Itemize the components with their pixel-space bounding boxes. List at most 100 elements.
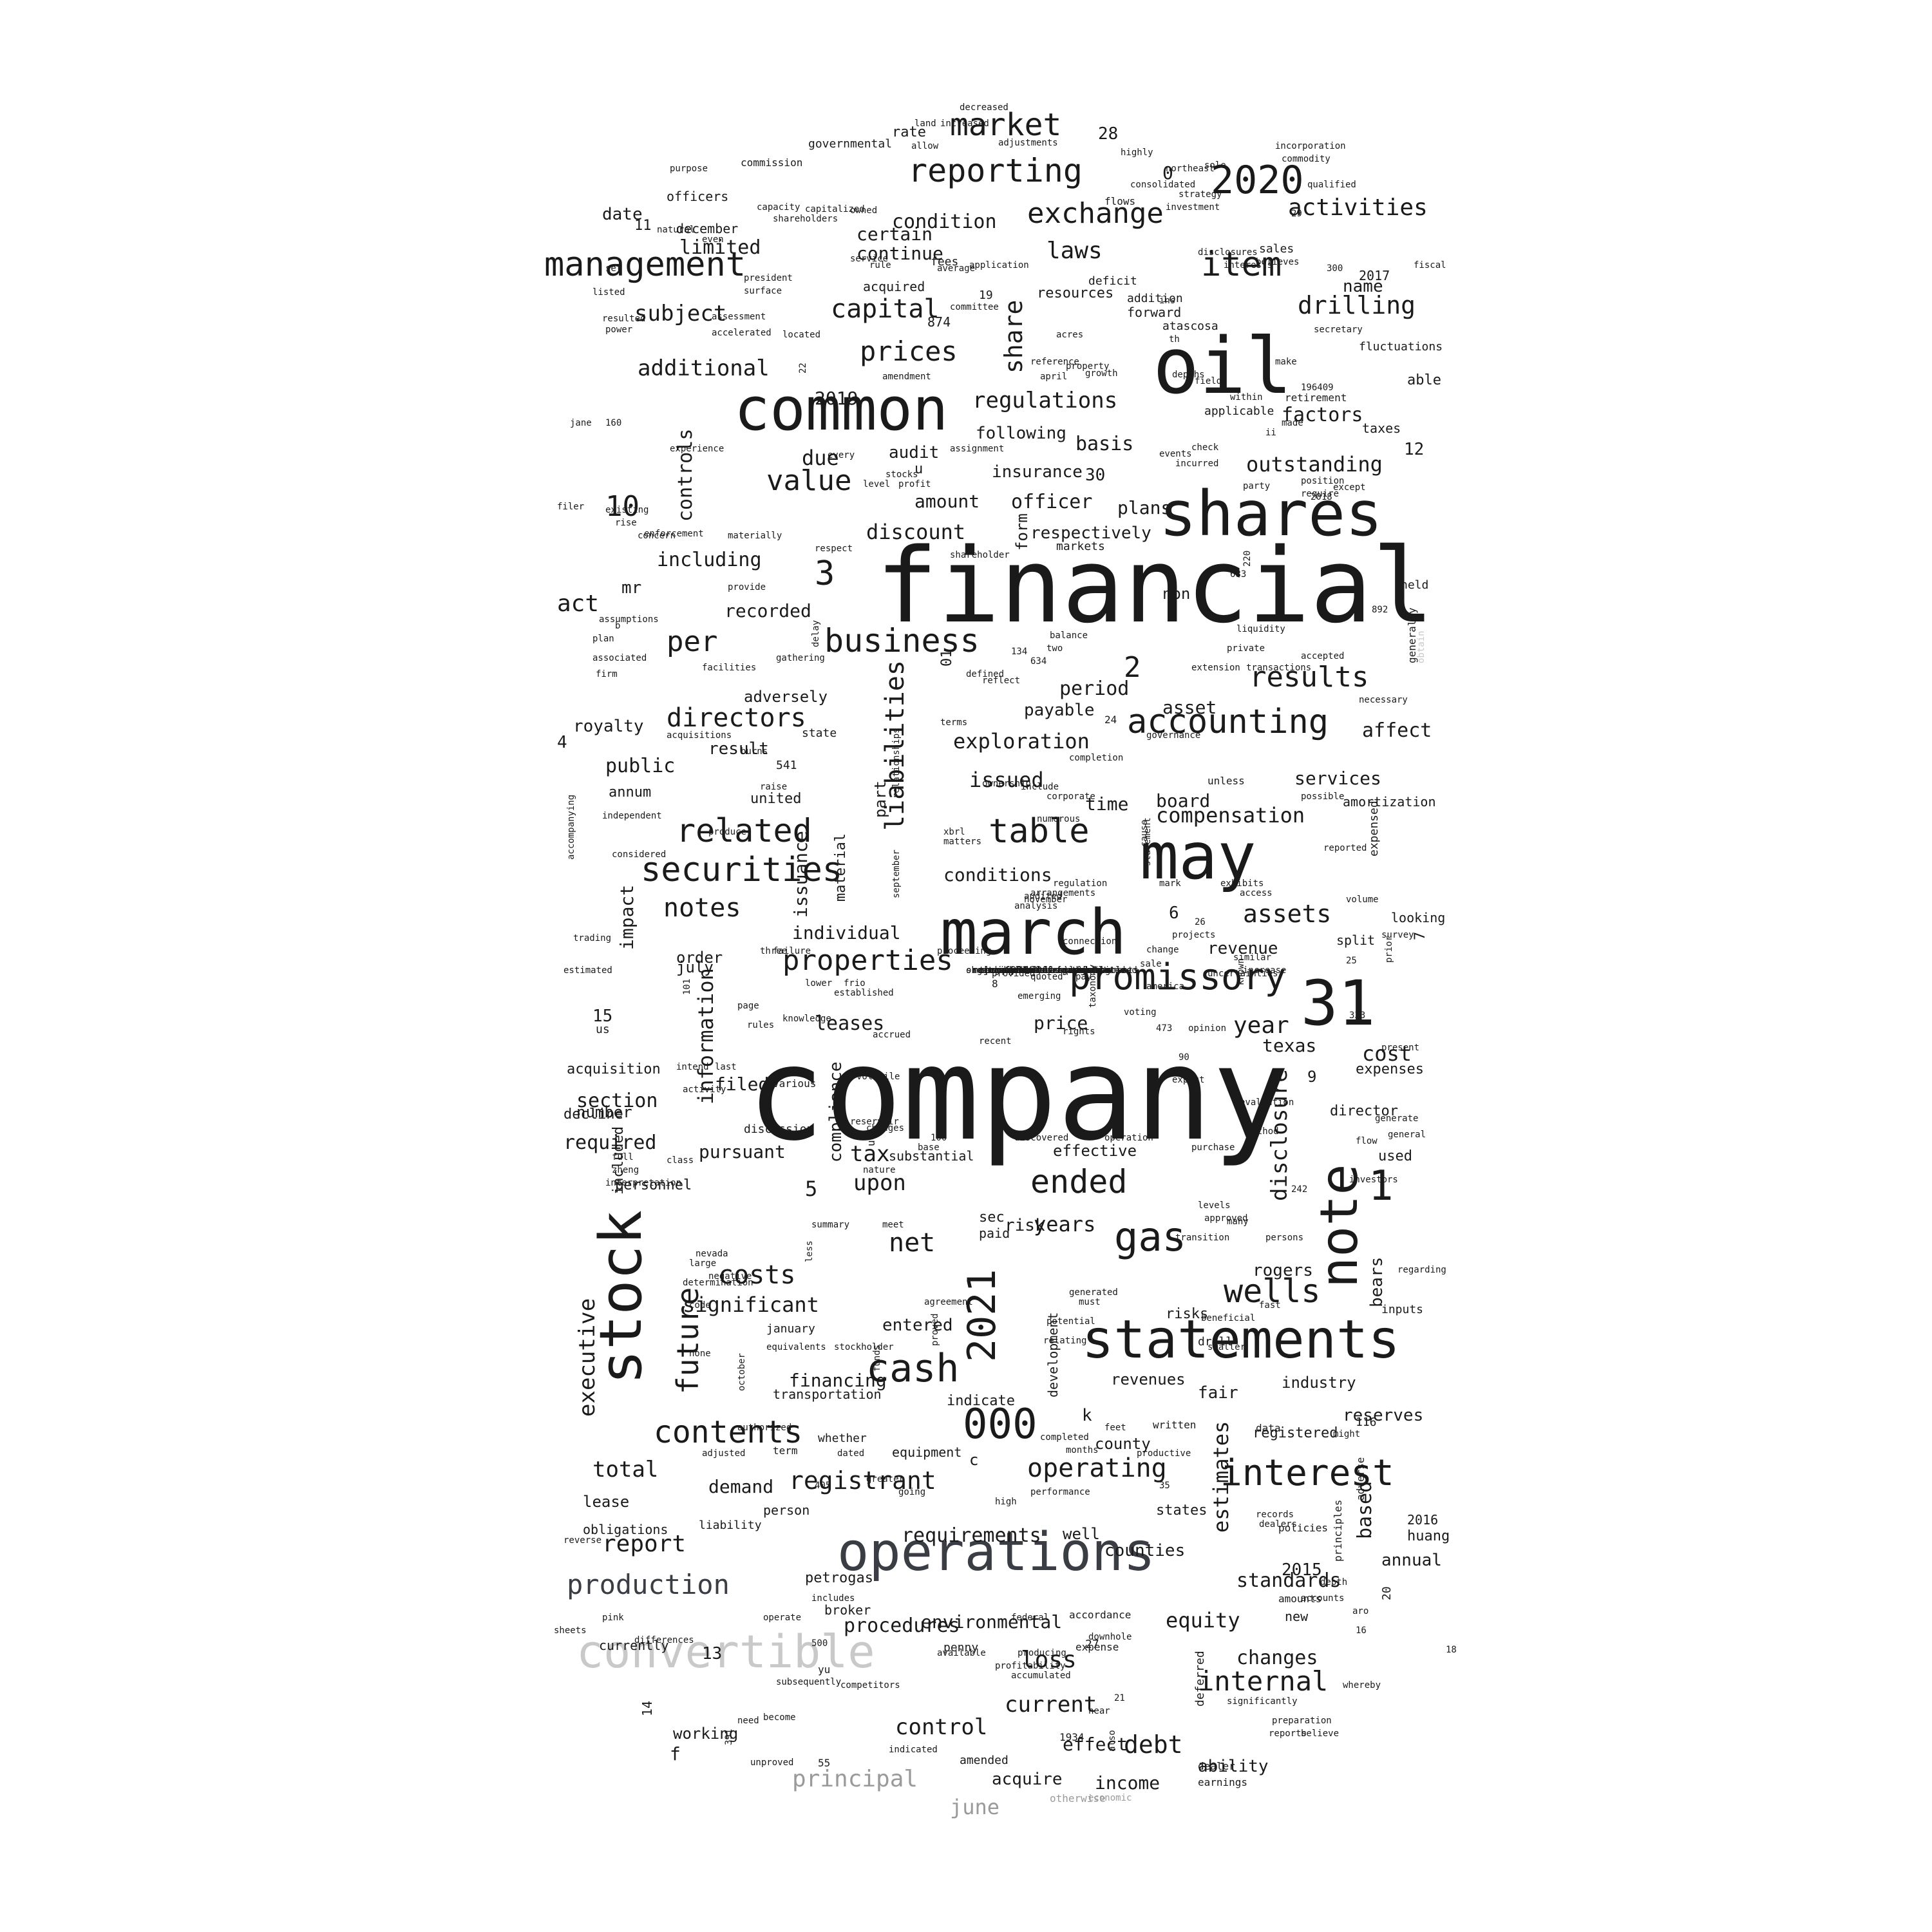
cloud-word: considered — [612, 849, 667, 860]
cloud-word: volatile — [857, 1072, 900, 1082]
cloud-word: reservoir — [850, 1117, 899, 1127]
cloud-word: dealer — [1198, 1760, 1235, 1772]
cloud-word: market — [950, 107, 1062, 143]
cloud-word: position — [1301, 476, 1345, 486]
cloud-word: potential — [1046, 1316, 1095, 1327]
cloud-word: involve — [1063, 965, 1101, 976]
cloud-word: events — [1159, 449, 1192, 459]
cloud-word: insurance — [992, 462, 1083, 482]
cloud-word: control — [895, 1714, 988, 1740]
cloud-word: 90 — [1179, 1052, 1189, 1063]
cloud-word: page — [737, 1001, 759, 1011]
cloud-word: decreased — [960, 102, 1009, 113]
cloud-word: tax — [850, 1141, 890, 1167]
cloud-word: 8 — [992, 978, 998, 990]
cloud-word: must — [1079, 1297, 1101, 1307]
cloud-word: delay — [811, 620, 821, 647]
cloud-word: summary — [811, 1220, 850, 1230]
cloud-word: independent — [602, 811, 662, 821]
cloud-word: operate — [763, 1613, 802, 1623]
cloud-word: otherwise — [1050, 1792, 1106, 1804]
cloud-word: december — [676, 221, 739, 236]
cloud-word: subject — [634, 301, 727, 327]
cloud-word: depleted — [1082, 965, 1126, 976]
cloud-word: expenses — [1356, 1061, 1424, 1077]
cloud-word: america — [1146, 981, 1185, 992]
cloud-word: filer — [557, 502, 585, 512]
cloud-word: table — [989, 812, 1090, 851]
cloud-word: 405 — [815, 1481, 831, 1491]
cloud-word: approved — [1204, 1213, 1248, 1224]
cloud-word: officer — [1011, 491, 1093, 513]
cloud-word: county — [1095, 1435, 1151, 1453]
cloud-word: 1 — [1368, 1162, 1394, 1210]
cloud-word: class — [667, 1155, 694, 1166]
cloud-word: accounts — [1301, 1593, 1345, 1604]
cloud-word: resulted — [602, 314, 646, 324]
cloud-word: party — [1243, 481, 1271, 491]
cloud-word: differ — [1030, 965, 1063, 976]
cloud-word: include — [1021, 782, 1059, 792]
cloud-word: 35 — [1159, 1481, 1170, 1491]
cloud-word: reporting — [908, 152, 1083, 189]
cloud-word: b — [615, 621, 621, 631]
cloud-word: dealers — [1259, 1519, 1298, 1530]
cloud-word: part — [871, 781, 889, 818]
cloud-word: number — [576, 1103, 632, 1121]
cloud-word: stocks — [886, 469, 918, 480]
cloud-word: purpose — [670, 164, 708, 174]
cloud-word: property — [1066, 361, 1110, 372]
cloud-word: persons — [1265, 1233, 1304, 1243]
cloud-word: failure — [773, 946, 811, 956]
cloud-word: filed — [715, 1074, 770, 1095]
cloud-word: services — [1294, 768, 1381, 789]
cloud-word: competitors — [840, 1680, 900, 1690]
cloud-word: similar — [1233, 952, 1272, 963]
cloud-word: jane — [570, 418, 592, 428]
cloud-word: connection — [1063, 936, 1117, 947]
cloud-word: obligations — [583, 1522, 668, 1537]
cloud-word: amortization — [1343, 794, 1436, 810]
cloud-word: northeast — [1166, 164, 1215, 174]
cloud-word: data — [1256, 1422, 1281, 1434]
cloud-word: 300 — [1327, 263, 1343, 274]
cloud-word: even — [702, 234, 724, 245]
cloud-word: estimates — [1209, 1421, 1233, 1533]
cloud-word: 100 — [931, 1133, 947, 1143]
cloud-word: risk — [1005, 1216, 1045, 1235]
cloud-word: transportation — [773, 1387, 882, 1402]
cloud-word: enforcement — [644, 529, 704, 539]
cloud-word: management — [544, 245, 746, 284]
cloud-word: reasonable — [1056, 965, 1111, 976]
cloud-word: mark — [1159, 878, 1181, 889]
cloud-word: compensation — [1156, 803, 1305, 828]
cloud-word: xbrl — [943, 827, 965, 837]
cloud-word: addition — [1127, 292, 1183, 305]
cloud-word: 333 — [1349, 1010, 1366, 1021]
cloud-word: 160 — [605, 418, 622, 428]
cloud-word: materially — [728, 531, 782, 541]
cloud-word: provide — [728, 582, 766, 592]
cloud-word: new — [1285, 1609, 1309, 1624]
cloud-word: whether — [818, 1432, 867, 1445]
cloud-word: interests — [1224, 260, 1273, 270]
cloud-word: qualified — [1307, 180, 1356, 190]
cloud-word: ended — [1030, 1163, 1128, 1200]
cloud-word: check — [1191, 442, 1219, 453]
cloud-word: various — [773, 1077, 817, 1090]
cloud-word: working — [673, 1725, 739, 1743]
cloud-word: written — [1153, 1419, 1197, 1431]
cloud-word: 22 — [798, 363, 808, 374]
cloud-word: 5 — [805, 1177, 818, 1201]
cloud-word: greater — [866, 1474, 905, 1484]
cloud-word: analysis — [1014, 901, 1058, 911]
cloud-word: gas — [1114, 1213, 1186, 1260]
cloud-word: whereby — [1343, 1680, 1381, 1690]
cloud-word: productive — [1137, 1448, 1191, 1459]
cloud-word: estimated — [564, 965, 612, 976]
cloud-word: includes — [811, 1593, 855, 1604]
cloud-word: fees — [931, 255, 959, 269]
cloud-word: affect — [1362, 719, 1432, 742]
cloud-word: 77 — [1018, 965, 1028, 976]
cloud-word: voting — [1124, 1007, 1157, 1018]
